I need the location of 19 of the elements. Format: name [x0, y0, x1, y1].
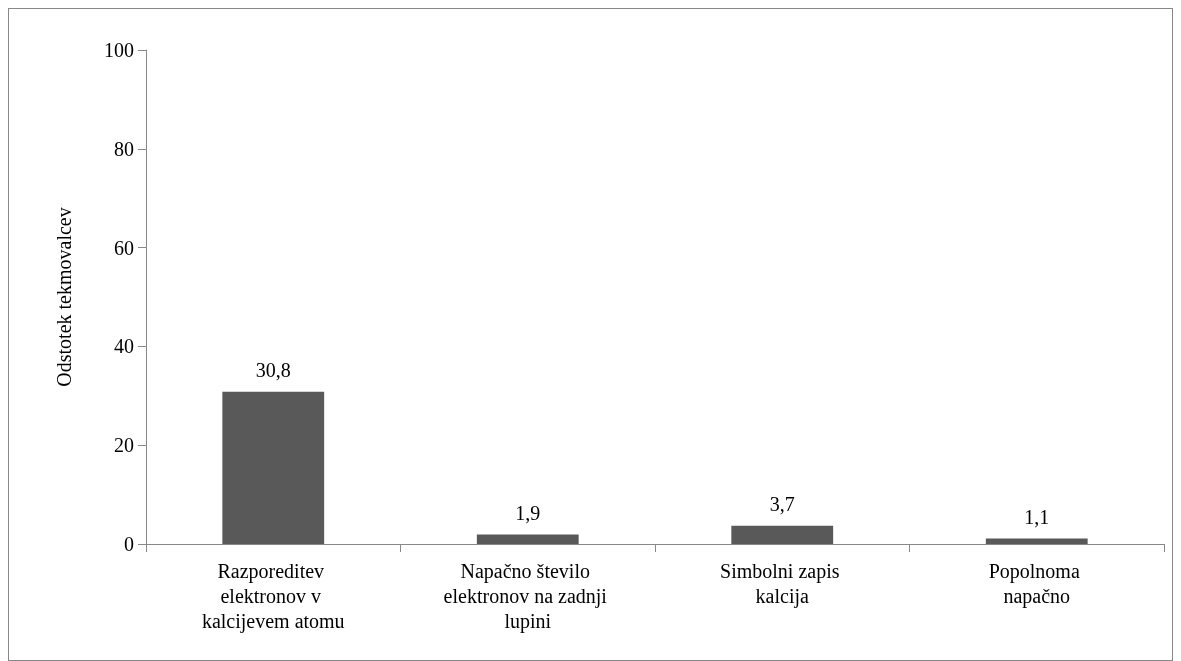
bar — [985, 538, 1088, 544]
data-label: 3,7 — [769, 492, 795, 515]
x-tick-label: Razporeditev elektronov v kalcijevem atomu — [201, 559, 345, 633]
data-label: 1,1 — [1024, 505, 1050, 528]
y-tick-label: 100 — [104, 39, 134, 61]
y-tick-label: 40 — [114, 335, 134, 358]
x-tick-label: Napačno število elektronov na zadnji lupini — [443, 559, 612, 633]
y-tick-label: 60 — [114, 236, 134, 259]
y-tick-label: 0 — [124, 533, 134, 555]
bar — [731, 525, 834, 544]
data-label: 30,8 — [255, 358, 291, 381]
y-tick-label: 80 — [114, 137, 134, 160]
bar — [476, 534, 579, 544]
bar — [222, 391, 325, 544]
y-tick-label: 20 — [114, 434, 134, 457]
x-tick-label: Simbolni zapis kalcija — [720, 559, 845, 608]
y-axis-title: Odstotek tekmovalcev — [53, 207, 75, 387]
data-label: 1,9 — [515, 501, 541, 524]
x-tick-label: Popolnoma napačno — [988, 559, 1085, 608]
